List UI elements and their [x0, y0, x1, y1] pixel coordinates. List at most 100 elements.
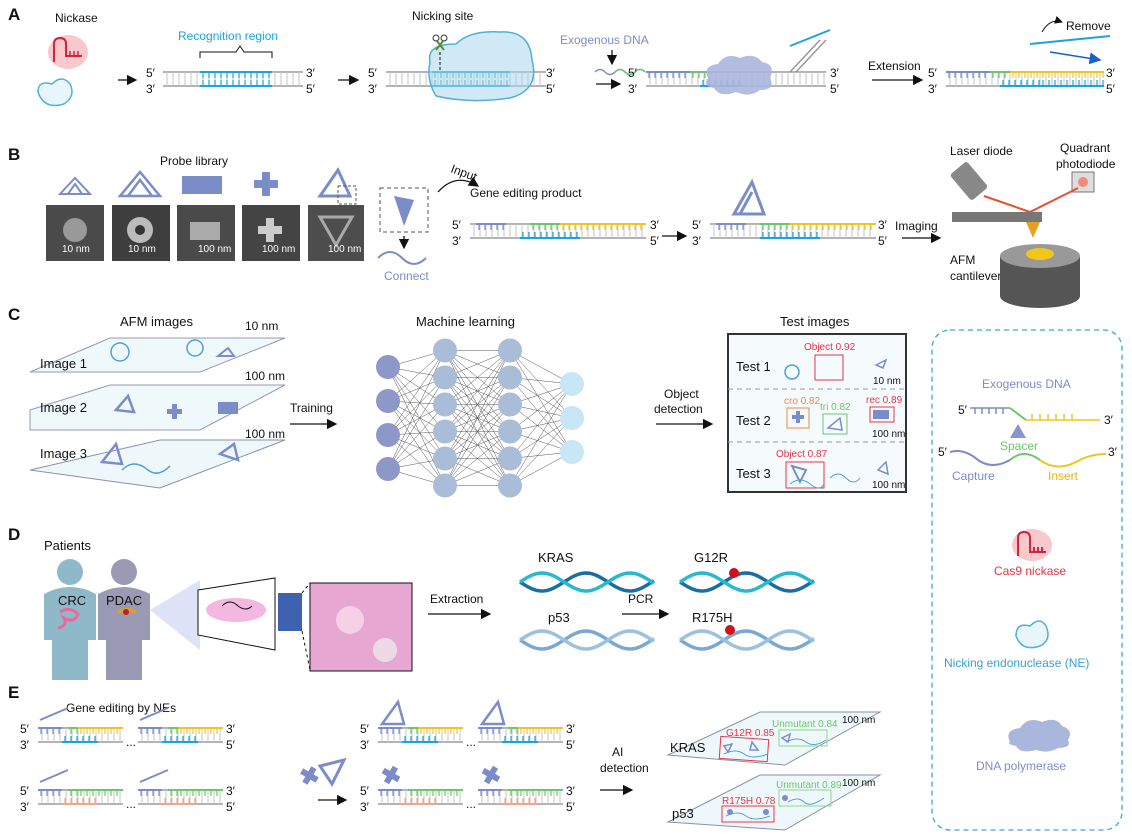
scale-bar-label: 100 nm	[842, 778, 875, 789]
detection-label: R175H 0.78	[722, 796, 776, 807]
probe-connector-icon	[394, 196, 414, 226]
nn-node	[498, 338, 522, 363]
panel-b: B Probe library 10 nm 10 nm 100 nm 100 n…	[8, 141, 1116, 308]
g12r-label: G12R	[694, 550, 728, 565]
probe-mix-icon	[300, 757, 347, 787]
displaced-strand	[789, 29, 831, 47]
scale-bar-label: 100 nm	[842, 715, 875, 726]
edited-dna-set: 5′ 3′ ... 3′ 5′ 5′ 3′ ... 3′ 5′	[20, 707, 236, 814]
five-prime: 5′	[20, 722, 30, 736]
nn-node	[498, 473, 522, 498]
nickase-icon	[48, 35, 88, 69]
five-prime: 5′	[146, 66, 156, 80]
dna-polymerase-icon	[1008, 719, 1070, 752]
rectangle-probe-icon	[182, 176, 222, 194]
capture-overhang	[139, 769, 169, 783]
dna-duplex	[38, 789, 123, 805]
photodiode-label: photodiode	[1056, 157, 1116, 171]
detection-label: rec 0.89	[866, 395, 903, 406]
detection-label: G12R 0.85	[726, 728, 775, 739]
capture-overhang	[39, 769, 69, 783]
image-label: Image 2	[40, 400, 87, 415]
afm-probe-images: 10 nm 10 nm 100 nm 100 nm 100 nm	[46, 205, 364, 261]
five-prime: 5′	[452, 218, 462, 232]
detection-box	[721, 805, 775, 823]
image-label: Image 1	[40, 356, 87, 371]
nicking-endonuclease-icon	[1015, 620, 1049, 649]
connect-strand	[377, 251, 427, 265]
exogenous-dna-spacer	[614, 68, 646, 76]
machine-learning-label: Machine learning	[416, 314, 515, 329]
tissue-region	[278, 593, 302, 631]
cross-probe-icon	[381, 765, 401, 785]
p53-label: p53	[548, 610, 570, 625]
three-prime: 3′	[360, 800, 370, 814]
dna-duplex	[378, 727, 463, 743]
nn-node	[433, 419, 457, 444]
test-row: Test 1 Object 0.92 10 nm	[736, 342, 901, 387]
legend: Exogenous DNA 5′ 3′ Spacer 5′ 3′ Capture…	[931, 329, 1123, 831]
endonuclease-bound-icon	[428, 31, 535, 102]
nn-node	[376, 355, 400, 379]
nn-node	[433, 338, 457, 363]
test-images-label: Test images	[780, 314, 850, 329]
nn-connection	[387, 400, 446, 486]
ai-detection-label: AI	[612, 745, 623, 759]
patient-icon	[44, 559, 96, 680]
laser-diode-icon	[950, 162, 988, 200]
three-prime: 3′	[628, 82, 638, 96]
test-label: Test 2	[736, 413, 771, 428]
helix-strand	[519, 571, 655, 593]
helix-strand	[519, 629, 655, 651]
five-prime: 5′	[360, 722, 370, 736]
dna-duplex	[478, 727, 563, 743]
nn-node	[433, 473, 457, 498]
scale-bar-label: 100 nm	[198, 244, 231, 255]
p53-helix	[519, 629, 655, 651]
five-prime: 5′	[226, 738, 236, 752]
nn-connection	[509, 417, 573, 459]
panel-d: D Patients CRC PDAC Extraction KRAS p53 …	[8, 525, 815, 680]
three-prime: 3′	[452, 234, 462, 248]
nn-node	[376, 457, 400, 481]
input-arrow	[437, 176, 480, 193]
three-prime: 3′	[146, 82, 156, 96]
five-prime: 5′	[306, 82, 316, 96]
legend-insert-label: Insert	[1048, 469, 1079, 483]
nn-node	[433, 365, 457, 390]
dna-polymerase-icon	[706, 55, 772, 95]
r175h-label: R175H	[692, 610, 732, 625]
five-prime: 5′	[928, 66, 938, 80]
tetrahedron-probe-icon	[117, 170, 163, 198]
detection-box	[778, 789, 832, 807]
kras-detection-plane: KRAS 100 nm G12R 0.85 Unmutant 0.84	[666, 711, 882, 766]
zoom-box	[337, 185, 357, 205]
nn-connection	[387, 366, 446, 459]
nn-connection	[509, 377, 573, 419]
five-prime: 5′	[20, 784, 30, 798]
triangle-probe-icon	[479, 699, 506, 726]
nn-node	[560, 440, 584, 464]
five-prime: 5′	[830, 82, 840, 96]
nn-connection	[387, 400, 446, 459]
cross-probe-icon	[254, 172, 278, 196]
panel-letter: E	[8, 683, 19, 702]
nn-connection	[444, 377, 511, 486]
training-label: Training	[290, 401, 333, 415]
nn-connection	[444, 350, 511, 432]
nn-node	[498, 392, 522, 417]
tip-icon	[1026, 222, 1040, 238]
three-prime: 3′	[360, 738, 370, 752]
three-prime: 3′	[1106, 66, 1116, 80]
helix-strand	[519, 629, 655, 651]
three-prime: 3′	[566, 722, 576, 736]
dna-duplex	[470, 223, 646, 239]
image-plane	[29, 384, 286, 431]
kras-helix	[519, 571, 655, 593]
helix-strand	[679, 629, 815, 651]
photodiode-label: Quadrant	[1060, 141, 1111, 155]
afm-image-stack: 10 nm 100 nm 100 nm Image 1 Image 2 Imag…	[29, 319, 286, 489]
three-prime: 3′	[20, 800, 30, 814]
nn-connection	[444, 350, 511, 459]
light-cone	[150, 580, 200, 650]
